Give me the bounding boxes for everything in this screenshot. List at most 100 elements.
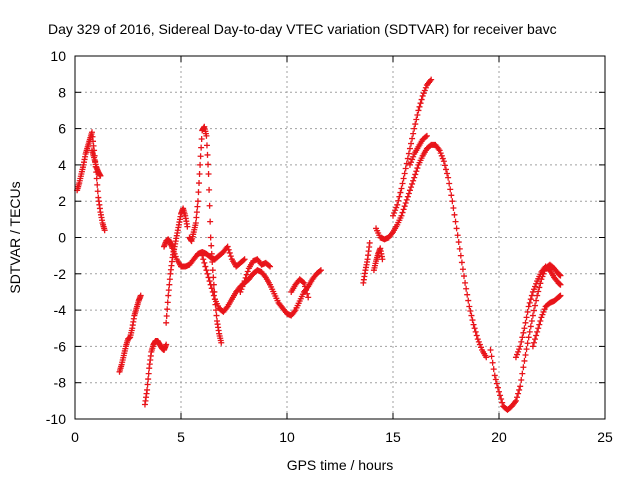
data-point	[406, 145, 413, 152]
data-point	[512, 397, 519, 404]
data-point	[540, 308, 547, 315]
data-point	[408, 140, 415, 147]
data-point	[204, 151, 211, 158]
data-point	[492, 376, 499, 383]
data-point	[184, 223, 191, 230]
data-point	[411, 174, 418, 181]
data-point	[455, 239, 462, 246]
data-point	[205, 274, 212, 281]
data-point	[470, 321, 477, 328]
data-point	[299, 278, 306, 285]
data-point	[202, 263, 209, 270]
series-arc-3	[116, 292, 144, 375]
data-point	[305, 294, 312, 301]
data-point	[200, 256, 207, 263]
data-point	[466, 303, 473, 310]
x-tick-label: 20	[491, 429, 507, 445]
data-point	[487, 347, 494, 354]
data-point	[519, 334, 526, 341]
data-point	[206, 186, 213, 193]
data-point	[451, 211, 458, 218]
data-point	[413, 116, 420, 123]
data-point	[454, 232, 461, 239]
series-arc-18	[529, 292, 564, 350]
data-point	[317, 267, 324, 274]
data-point	[413, 168, 420, 175]
data-point	[522, 352, 529, 359]
data-point	[457, 252, 464, 259]
data-point	[163, 341, 170, 348]
data-point	[418, 96, 425, 103]
data-point	[409, 156, 416, 163]
series-arc-17	[512, 263, 564, 361]
data-point	[412, 171, 419, 178]
data-point	[101, 227, 108, 234]
data-point	[208, 285, 215, 292]
data-point	[239, 283, 246, 290]
data-point	[539, 311, 546, 318]
data-point	[437, 150, 444, 157]
series-arc-4	[141, 337, 170, 408]
data-point	[94, 181, 101, 188]
chart-title: Day 329 of 2016, Sidereal Day-to-day VTE…	[48, 21, 557, 37]
data-point	[409, 180, 416, 187]
data-point	[441, 162, 448, 169]
data-point	[410, 153, 417, 160]
y-tick-label: 8	[58, 84, 66, 100]
data-point	[302, 283, 309, 290]
data-point	[390, 212, 396, 219]
data-point	[166, 276, 173, 283]
data-point	[499, 399, 506, 406]
series-arc-7	[186, 123, 225, 346]
x-tick-label: 5	[177, 429, 185, 445]
y-tick-label: 0	[58, 230, 66, 246]
data-point	[534, 292, 541, 299]
data-point	[535, 325, 542, 332]
data-point	[195, 189, 202, 196]
data-point	[463, 285, 470, 292]
y-tick-label: -6	[54, 338, 67, 354]
data-point	[465, 297, 472, 304]
data-point	[471, 325, 478, 332]
data-point	[398, 212, 405, 219]
x-axis-label: GPS time / hours	[287, 457, 394, 473]
data-point	[483, 354, 490, 361]
data-point	[491, 372, 498, 379]
data-point	[526, 328, 533, 335]
data-point	[145, 376, 152, 383]
data-point	[438, 152, 445, 159]
y-tick-label: -2	[54, 266, 67, 282]
data-point	[392, 207, 399, 214]
data-point	[415, 107, 422, 114]
data-point	[518, 338, 525, 345]
data-point	[240, 257, 247, 264]
data-point	[209, 288, 216, 295]
data-point	[532, 283, 539, 290]
data-point	[467, 308, 474, 315]
data-point	[203, 267, 210, 274]
data-point	[529, 288, 536, 295]
data-point	[472, 328, 479, 335]
data-point	[409, 135, 416, 142]
data-point	[94, 188, 101, 195]
data-point	[523, 314, 530, 321]
data-point	[524, 340, 531, 347]
data-point	[515, 348, 522, 355]
series-arc-5	[163, 205, 191, 326]
data-point	[207, 281, 214, 288]
data-point	[163, 319, 170, 326]
data-point	[436, 147, 443, 154]
data-point	[227, 253, 234, 260]
data-markers	[74, 76, 564, 413]
data-point	[402, 165, 409, 172]
data-point	[405, 150, 412, 157]
data-point	[209, 259, 216, 266]
data-point	[514, 394, 521, 401]
data-point	[516, 346, 523, 353]
data-point	[527, 296, 534, 303]
data-point	[397, 189, 404, 196]
data-point	[464, 291, 471, 298]
data-point	[446, 180, 453, 187]
data-point	[422, 84, 429, 91]
